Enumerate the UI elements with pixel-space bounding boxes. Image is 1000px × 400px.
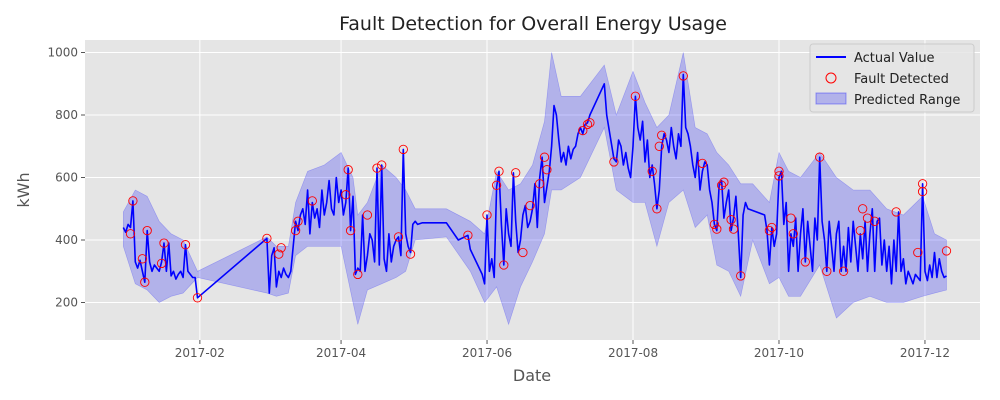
- fault-marker: [822, 266, 832, 276]
- fault-marker: [657, 130, 667, 140]
- y-tick-label: 600: [55, 171, 78, 185]
- fault-marker: [647, 166, 657, 176]
- x-tick-label: 2017-12: [900, 346, 950, 360]
- fault-marker: [542, 165, 552, 175]
- x-tick-label: 2017-10: [754, 346, 804, 360]
- fault-marker: [585, 118, 595, 128]
- fault-marker: [736, 271, 746, 281]
- fault-marker: [891, 207, 901, 217]
- fault-marker: [858, 204, 868, 214]
- fault-marker: [518, 247, 528, 258]
- fault-marker: [578, 125, 588, 136]
- fault-marker: [192, 293, 203, 303]
- fault-marker: [307, 196, 317, 206]
- fault-marker: [353, 269, 363, 280]
- fault-marker: [140, 277, 150, 287]
- y-tick-label: 200: [55, 296, 78, 310]
- fault-marker: [180, 240, 191, 250]
- fault-marker: [539, 152, 550, 162]
- fault-markers: [125, 71, 952, 303]
- fault-marker: [800, 257, 810, 267]
- fault-marker: [582, 119, 593, 130]
- fault-marker: [535, 179, 545, 189]
- fault-marker: [697, 158, 708, 169]
- fault-marker: [156, 258, 167, 269]
- x-axis-ticks: 2017-02 2017-04 2017-06 2017-08 2017-10 2017-…: [175, 340, 950, 360]
- fault-marker: [609, 157, 619, 167]
- fault-marker: [125, 229, 136, 239]
- y-tick-label: 1000: [47, 46, 78, 60]
- actual-value-polyline: [122, 73, 947, 299]
- fault-marker: [941, 246, 952, 256]
- fault-marker: [372, 163, 382, 173]
- x-tick-label: 2017-04: [316, 346, 366, 360]
- y-axis-ticks: 200 400 600 800 1000: [47, 46, 85, 310]
- y-tick-label: 800: [55, 108, 78, 122]
- fault-marker: [764, 225, 775, 236]
- fault-marker: [652, 204, 662, 214]
- fault-marker: [525, 200, 535, 211]
- legend-box: [809, 43, 975, 113]
- fault-marker: [838, 266, 849, 276]
- fault-marker: [654, 141, 664, 151]
- fault-marker: [343, 165, 353, 175]
- fault-marker: [870, 216, 880, 226]
- legend-band-swatch: [815, 92, 847, 105]
- fault-marker: [137, 254, 148, 264]
- legend-label-range: Predicted Range: [854, 93, 960, 108]
- fault-marker: [712, 224, 722, 234]
- fault-marker: [491, 180, 502, 190]
- fault-marker: [767, 222, 777, 233]
- x-tick-label: 2017-06: [462, 346, 512, 360]
- fault-marker: [377, 160, 387, 170]
- fault-marker: [786, 213, 796, 223]
- fault-marker: [788, 229, 798, 239]
- fault-marker: [719, 177, 729, 187]
- fault-marker: [463, 230, 473, 240]
- fault-marker: [917, 186, 928, 197]
- fault-marker: [393, 232, 404, 242]
- fault-marker: [913, 247, 923, 258]
- fault-marker: [494, 166, 504, 176]
- fault-marker: [630, 91, 641, 101]
- x-tick-label: 2017-08: [608, 346, 658, 360]
- fault-marker: [482, 210, 492, 220]
- legend-fault-swatch: [825, 72, 837, 84]
- fault-marker: [917, 179, 928, 189]
- fault-marker: [499, 260, 509, 270]
- fault-marker: [290, 225, 301, 236]
- fault-marker: [276, 243, 286, 253]
- fault-marker: [726, 215, 736, 225]
- y-axis-label: kWh: [14, 172, 33, 207]
- fault-marker: [511, 168, 521, 178]
- fault-marker: [728, 224, 739, 234]
- fault-marker: [293, 216, 303, 226]
- fault-marker: [362, 210, 373, 220]
- fault-marker: [709, 219, 720, 230]
- fault-marker: [274, 249, 284, 259]
- fault-marker: [128, 196, 138, 206]
- chart-title: Fault Detection for Overall Energy Usage: [339, 13, 727, 35]
- fault-marker: [398, 144, 408, 155]
- fault-marker: [142, 225, 152, 236]
- fault-marker: [262, 233, 272, 244]
- fault-marker: [716, 180, 727, 190]
- fault-marker: [405, 249, 416, 259]
- x-tick-label: 2017-02: [175, 346, 225, 360]
- actual-value-line: [122, 73, 947, 299]
- fault-marker: [855, 225, 865, 236]
- x-axis-label: Date: [513, 366, 551, 385]
- fault-marker: [345, 225, 356, 236]
- y-tick-label: 400: [55, 233, 78, 247]
- fault-marker: [678, 71, 688, 81]
- fault-marker: [774, 166, 784, 176]
- fault-marker: [815, 152, 825, 162]
- legend: Actual Value Fault Detected Predicted Ra…: [809, 43, 975, 113]
- fault-marker: [341, 190, 351, 200]
- fault-marker: [774, 171, 784, 181]
- legend-label-fault: Fault Detected: [854, 72, 949, 87]
- fault-marker: [159, 238, 169, 248]
- legend-label-actual: Actual Value: [854, 51, 935, 66]
